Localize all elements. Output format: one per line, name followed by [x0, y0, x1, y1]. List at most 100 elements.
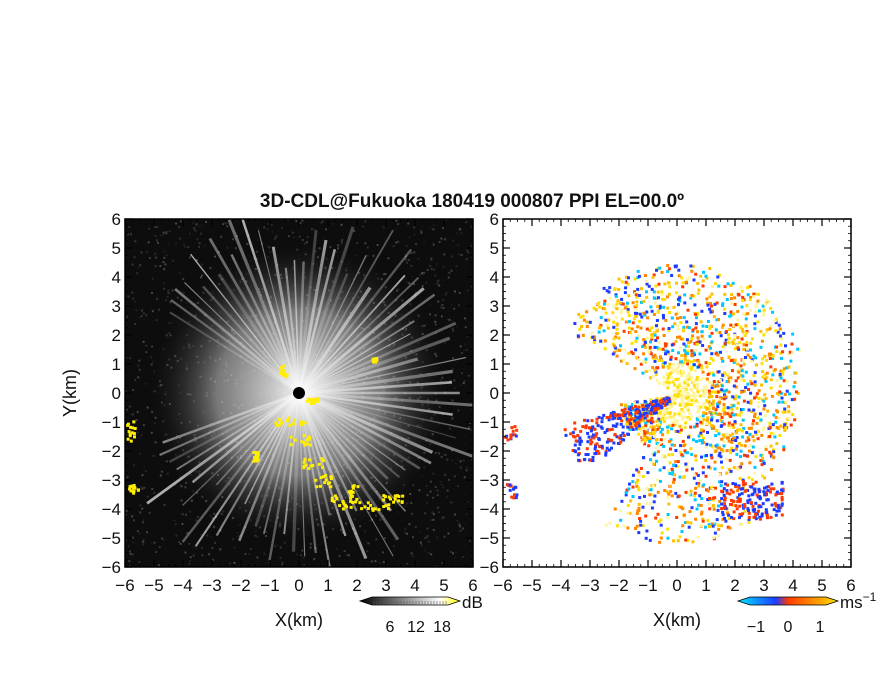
noise-speck [363, 530, 366, 533]
velocity-pixel [723, 393, 726, 397]
velocity-pixel [637, 274, 641, 278]
velocity-pixel [653, 333, 657, 337]
velocity-pixel [643, 313, 647, 317]
velocity-pixel [628, 320, 631, 324]
velocity-pixel [645, 414, 649, 418]
velocity-pixel [649, 502, 652, 505]
velocity-pixel [716, 508, 720, 512]
noise-speck [426, 527, 429, 530]
noise-speck [165, 232, 168, 235]
velocity-pixel [667, 281, 671, 285]
velocity-pixel [723, 285, 727, 289]
velocity-pixel [660, 297, 664, 301]
velocity-pixel [627, 351, 631, 355]
figure-title: 3D-CDL@Fukuoka 180419 000807 PPI EL=00.0… [260, 191, 684, 212]
noise-speck [204, 244, 207, 247]
velocity-pixel [656, 296, 660, 300]
velocity-pixel [774, 513, 778, 517]
velocity-pixel [772, 456, 776, 460]
velocity-pixel [671, 349, 675, 352]
velocity-pixel [738, 504, 742, 508]
velocity-pixel [639, 467, 643, 470]
velocity-pixel [645, 436, 649, 440]
velocity-pixel [666, 513, 670, 516]
noise-speck [180, 220, 182, 223]
noise-speck [450, 501, 453, 504]
noise-speck [167, 289, 170, 292]
velocity-pixel [659, 536, 663, 540]
velocity-pixel [579, 315, 583, 319]
velocity-pixel [607, 416, 611, 419]
y-tick-label: −4 [480, 500, 499, 519]
velocity-pixel [710, 340, 714, 344]
noise-speck [429, 313, 432, 316]
velocity-pixel [644, 514, 648, 518]
velocity-pixel [696, 400, 700, 404]
velocity-pixel [734, 447, 738, 451]
noise-speck [176, 296, 179, 299]
velocity-pixel [683, 355, 687, 359]
velocity-pixel [653, 359, 657, 363]
velocity-pixel [679, 321, 683, 324]
noise-speck [202, 224, 205, 227]
velocity-pixel [671, 325, 675, 329]
velocity-pixel [622, 329, 626, 333]
noise-speck [442, 516, 445, 519]
velocity-pixel [661, 401, 665, 405]
velocity-pixel [663, 298, 667, 301]
noise-speck [459, 529, 462, 532]
colorbar-unit: ms−1 [840, 590, 877, 612]
noise-speck [432, 223, 435, 226]
noise-speck [449, 427, 451, 430]
x-tick-label: −3 [202, 576, 221, 595]
velocity-pixel [752, 374, 756, 378]
noise-speck [275, 235, 278, 238]
velocity-pixel [749, 379, 753, 383]
velocity-pixel [723, 412, 727, 416]
velocity-pixel [737, 347, 741, 351]
noise-speck [452, 239, 455, 242]
velocity-pixel [719, 455, 723, 459]
velocity-pixel [736, 467, 740, 471]
velocity-pixel [732, 413, 736, 417]
noise-speck [193, 227, 195, 230]
velocity-pixel [710, 395, 714, 398]
y-tick-label: 0 [490, 384, 499, 403]
velocity-pixel [591, 433, 595, 437]
velocity-pixel [705, 325, 709, 328]
velocity-pixel [615, 307, 619, 311]
velocity-pixel [633, 419, 637, 423]
velocity-pixel [741, 483, 745, 487]
velocity-pixel [731, 423, 735, 427]
noise-speck [454, 386, 457, 389]
noise-speck [194, 229, 196, 232]
strong-echo-pixel [132, 420, 136, 424]
velocity-pixel [780, 492, 784, 496]
noise-speck [468, 426, 470, 429]
strong-echo-pixel [126, 437, 130, 441]
velocity-pixel [641, 417, 645, 421]
velocity-pixel [729, 415, 733, 418]
noise-speck [189, 232, 191, 235]
velocity-pixel [699, 274, 703, 278]
noise-speck [244, 553, 247, 556]
velocity-pixel [613, 416, 617, 420]
noise-speck [184, 551, 187, 554]
velocity-pixel [674, 429, 678, 433]
velocity-pixel [724, 519, 728, 523]
velocity-pixel [589, 442, 593, 446]
noise-speck [209, 514, 212, 517]
velocity-pixel [750, 410, 754, 413]
velocity-pixel [751, 478, 754, 482]
velocity-pixel [736, 500, 740, 503]
x-tick-label: 2 [352, 576, 361, 595]
velocity-pixel [782, 445, 786, 449]
velocity-pixel [585, 320, 589, 324]
velocity-pixel [514, 434, 518, 438]
noise-speck [460, 254, 463, 256]
noise-speck [261, 242, 264, 245]
velocity-pixel [625, 488, 629, 492]
x-tick-label: −6 [115, 576, 134, 595]
strong-echo-pixel [126, 422, 130, 426]
velocity-pixel [652, 408, 656, 412]
